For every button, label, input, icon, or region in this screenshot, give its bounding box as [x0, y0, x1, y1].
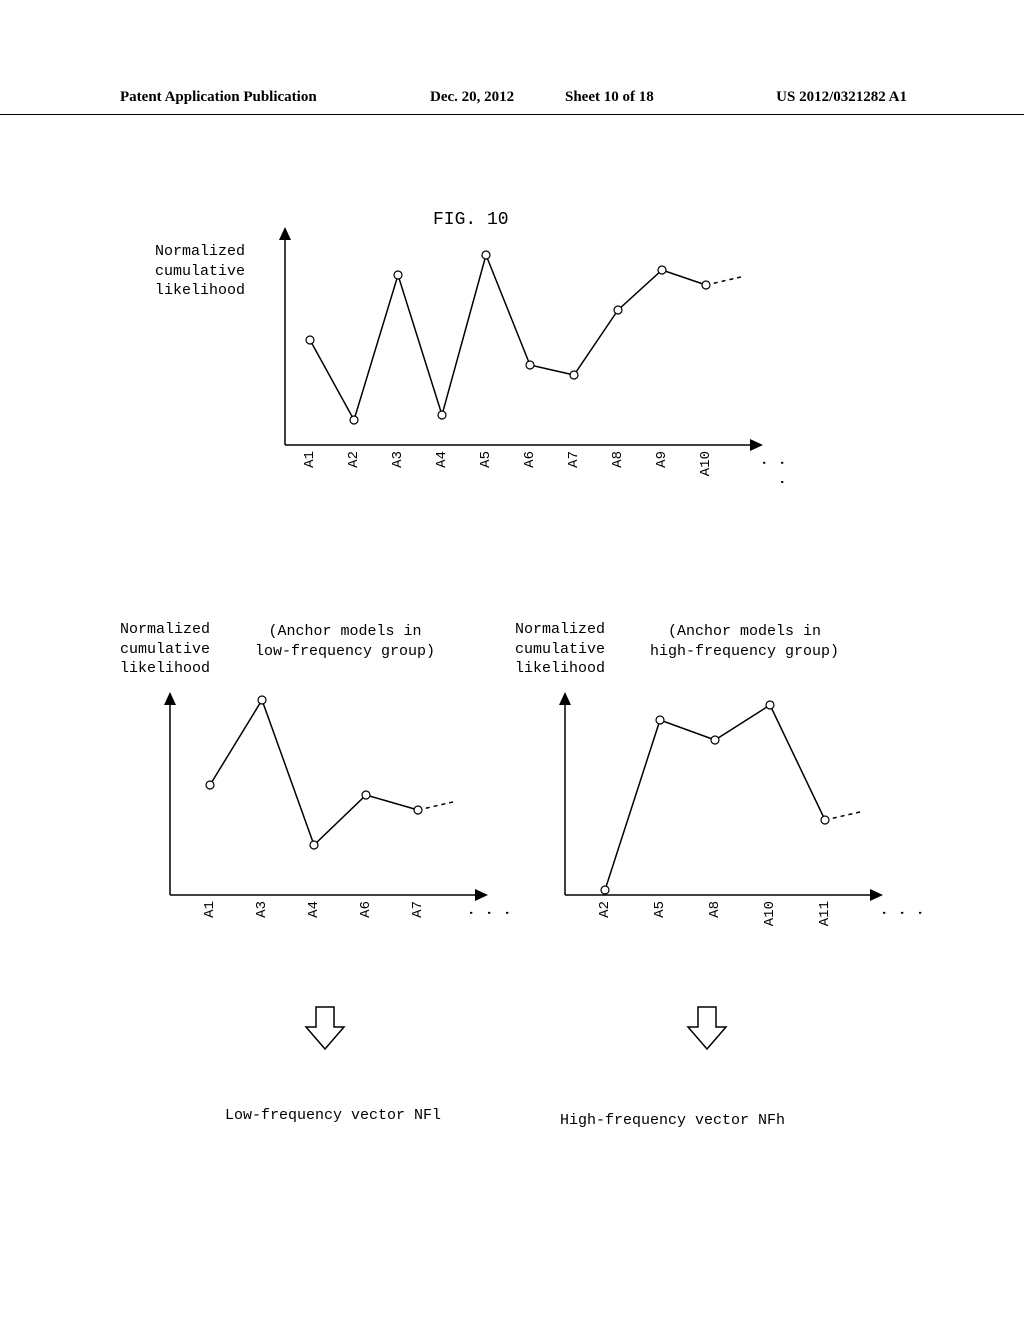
x-tick: A1	[302, 451, 318, 468]
x-tick: A4	[434, 451, 450, 468]
header-pubnum: US 2012/0321282 A1	[776, 89, 907, 106]
x-tick: A7	[410, 901, 426, 918]
x-tick: A8	[610, 451, 626, 468]
x-tick: A6	[522, 451, 538, 468]
downarrow-icon	[302, 1005, 348, 1053]
chart-right-grouplabel: (Anchor models in high-frequency group)	[650, 622, 839, 661]
chart-left-ellipsis: . . .	[465, 908, 519, 925]
chart-top-ellipsis: . . .	[758, 458, 794, 505]
header-sheet: Sheet 10 of 18	[565, 89, 654, 106]
x-tick: A10	[762, 901, 778, 926]
chart-right-ylabel: Normalized cumulative likelihood	[515, 620, 605, 679]
header-title: Patent Application Publication	[120, 89, 317, 106]
x-tick: A2	[346, 451, 362, 468]
chart-left: Normalized cumulative likelihood (Anchor…	[125, 620, 505, 925]
x-tick: A5	[652, 901, 668, 918]
x-tick: A9	[654, 451, 670, 468]
chart-right: Normalized cumulative likelihood (Anchor…	[520, 620, 900, 925]
chart-left-grouplabel: (Anchor models in low-frequency group)	[255, 622, 435, 661]
x-tick: A11	[817, 901, 833, 926]
x-tick: A10	[698, 451, 714, 476]
x-tick: A7	[566, 451, 582, 468]
header-date: Dec. 20, 2012	[430, 89, 514, 106]
x-tick: A6	[358, 901, 374, 918]
page-header: Patent Application Publication Dec. 20, …	[0, 85, 1024, 115]
x-tick: A5	[478, 451, 494, 468]
chart-left-ylabel: Normalized cumulative likelihood	[120, 620, 210, 679]
x-tick: A3	[254, 901, 270, 918]
chart-right-ellipsis: . . .	[878, 908, 932, 925]
chart-top-ylabel: Normalized cumulative likelihood	[155, 242, 245, 301]
x-tick: A4	[306, 901, 322, 918]
figure-title: FIG. 10	[433, 210, 509, 230]
chart-top: Normalized cumulative likelihood A1 A2 A3 A…	[130, 230, 790, 505]
x-tick: A3	[390, 451, 406, 468]
vector-right-label: High-frequency vector NFh	[560, 1112, 785, 1129]
vector-left-label: Low-frequency vector NFl	[225, 1107, 441, 1124]
downarrow-right	[684, 1005, 730, 1058]
x-tick: A2	[597, 901, 613, 918]
downarrow-left	[302, 1005, 348, 1058]
downarrow-icon	[684, 1005, 730, 1053]
x-tick: A8	[707, 901, 723, 918]
x-tick: A1	[202, 901, 218, 918]
